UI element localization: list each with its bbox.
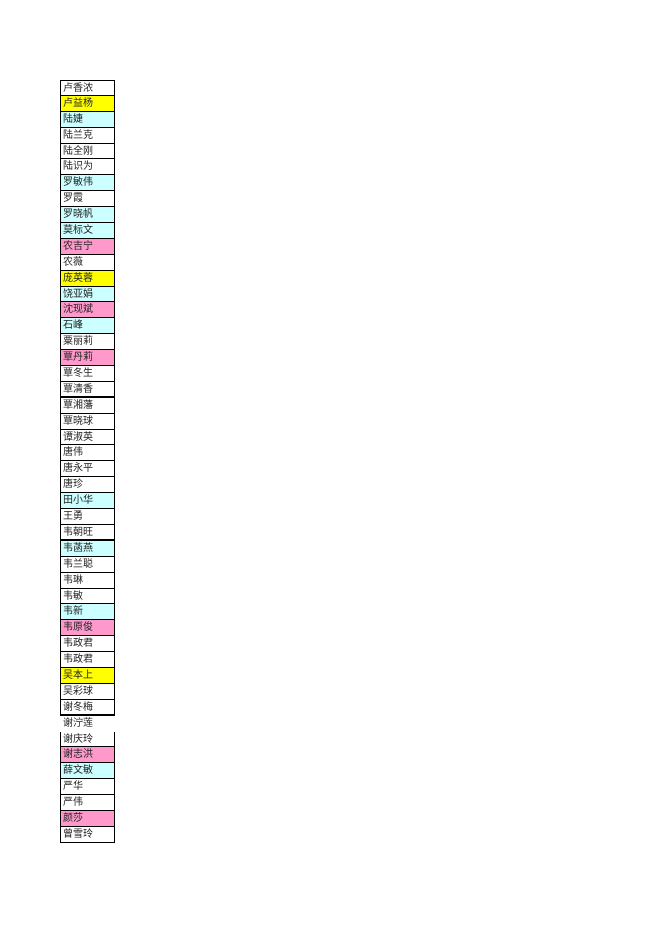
name-cell[interactable]: 陆识为: [60, 159, 115, 176]
name-cell[interactable]: 罗霞: [60, 191, 115, 208]
name-cell[interactable]: 卢香浓: [60, 80, 115, 96]
name-cell[interactable]: 粟丽莉: [60, 334, 115, 351]
name-cell[interactable]: 罗敏伟: [60, 175, 115, 192]
name-cell[interactable]: 田小华: [60, 493, 115, 510]
name-cell[interactable]: 颜莎: [60, 810, 115, 827]
name-cell[interactable]: 严伟: [60, 795, 115, 811]
name-cell[interactable]: 覃清香: [60, 381, 115, 398]
name-cell[interactable]: 唐永平: [60, 461, 115, 478]
name-column: 卢香浓 卢益杨 陆婕 陆兰克 陆全刚 陆识为 罗敏伟 罗霞 罗晓帆 莫标文 农吉宁 农薇 庞英蓉 饶亚娟沈…: [60, 80, 115, 843]
name-cell[interactable]: 谢庆玲: [60, 731, 115, 748]
name-cell[interactable]: 韦敏: [60, 588, 115, 605]
name-cell[interactable]: 韦政君: [60, 652, 115, 668]
name-cell[interactable]: 王勇: [60, 509, 115, 525]
name-cell[interactable]: 吴本上: [60, 667, 115, 684]
name-cell[interactable]: 唐珍: [60, 477, 115, 494]
name-cell[interactable]: 莫标文: [60, 223, 115, 239]
name-cell[interactable]: 农薇: [60, 254, 115, 271]
name-cell[interactable]: 严华: [60, 779, 115, 796]
name-cell[interactable]: 农吉宁: [60, 238, 115, 255]
name-cell[interactable]: 唐伟: [60, 445, 115, 462]
name-cell[interactable]: 吴彩球: [60, 683, 115, 700]
name-cell[interactable]: 陆兰克: [60, 127, 115, 144]
name-cell[interactable]: 覃冬生: [60, 366, 115, 382]
name-cell[interactable]: 沈现斌: [60, 302, 115, 319]
name-cell[interactable]: 谢冬梅: [60, 699, 115, 716]
name-cell[interactable]: 谢泞莲: [63, 717, 93, 729]
name-cell[interactable]: 曾雪玲: [60, 826, 115, 843]
name-cell[interactable]: 饶亚娟: [60, 286, 115, 303]
name-cell[interactable]: 谢志洪: [60, 747, 115, 764]
name-cell[interactable]: 庞英蓉: [60, 270, 115, 287]
name-cell[interactable]: 陆婕: [60, 111, 115, 128]
name-cell[interactable]: 覃晓球: [60, 413, 115, 430]
name-cell[interactable]: 韦原俊: [60, 620, 115, 637]
name-cell[interactable]: 薛文敏: [60, 763, 115, 780]
name-cell[interactable]: 卢益杨: [60, 95, 115, 112]
name-cell[interactable]: 韦新: [60, 604, 115, 621]
name-cell[interactable]: 石峰: [60, 318, 115, 335]
name-cell[interactable]: 韦政君: [60, 636, 115, 653]
name-cell[interactable]: 谭淑英: [60, 429, 115, 446]
name-cell[interactable]: 陆全刚: [60, 143, 115, 160]
name-cell[interactable]: 覃丹莉: [60, 350, 115, 367]
name-cell[interactable]: 罗晓帆: [60, 207, 115, 224]
name-cell[interactable]: 韦菡燕: [60, 540, 115, 557]
name-cell[interactable]: 韦朝旺: [60, 524, 115, 541]
name-cell[interactable]: 覃湘藩: [60, 397, 115, 414]
name-cell[interactable]: 韦兰聪: [60, 556, 115, 573]
name-cell[interactable]: 韦琳: [60, 572, 115, 589]
